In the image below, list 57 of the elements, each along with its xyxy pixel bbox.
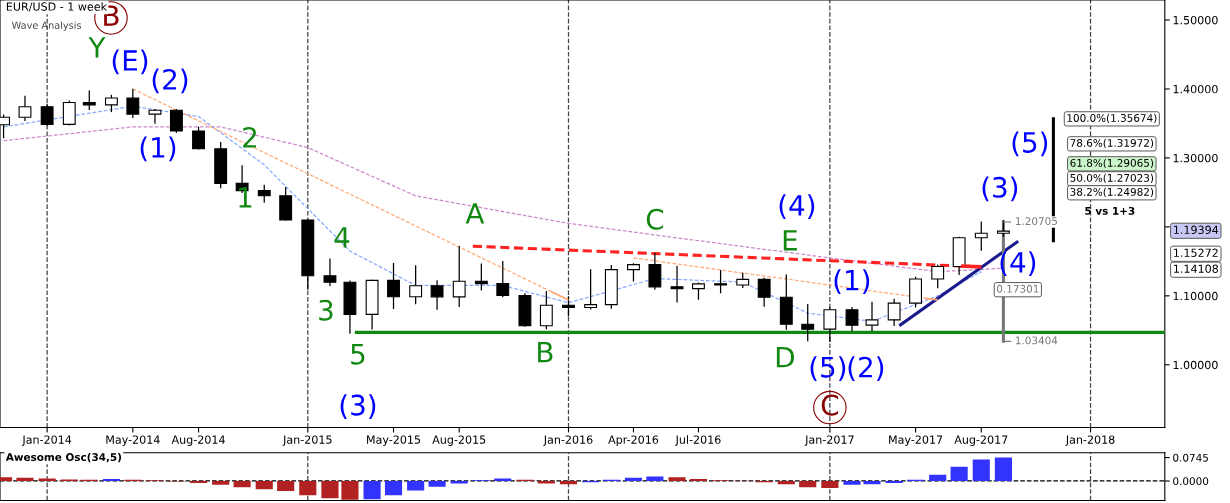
x-tick-label: Aug-2015 bbox=[432, 435, 486, 446]
annotation: 4 bbox=[334, 227, 350, 248]
annotation: C bbox=[821, 394, 839, 416]
y-tick-label: 1.10000 bbox=[1173, 291, 1218, 301]
x-tick-label: Aug-2017 bbox=[954, 435, 1008, 446]
annotation: E bbox=[783, 230, 797, 251]
x-tick-label: May-2014 bbox=[106, 435, 160, 446]
x-tick-label: Jan-2017 bbox=[804, 435, 854, 446]
x-tick-label: Jan-2016 bbox=[543, 435, 593, 446]
annotation: (4) bbox=[779, 194, 815, 220]
y-tick-label: 1.50000 bbox=[1173, 15, 1218, 25]
x-tick-label: Aug-2014 bbox=[171, 435, 225, 446]
annotation: (E) bbox=[112, 49, 148, 75]
annotation: 5 bbox=[351, 344, 365, 365]
x-tick-label: Jan-2015 bbox=[282, 435, 332, 446]
annotation: 50.0%(1.27023) bbox=[1070, 173, 1154, 184]
annotation: 100.0%(1.35674) bbox=[1067, 113, 1157, 124]
annotation: 1.03404 bbox=[1015, 336, 1058, 345]
x-tick-label: May-2017 bbox=[889, 435, 943, 446]
annotation: (5) bbox=[1012, 131, 1048, 157]
annotation: (2) bbox=[848, 356, 884, 381]
annotation: 0.17301 bbox=[996, 284, 1039, 293]
x-tick-label: Apr-2016 bbox=[608, 435, 659, 446]
chart-title: Awesome Osc(34,5) bbox=[5, 452, 122, 463]
annotation: 1.20705 bbox=[1015, 217, 1057, 226]
annotation: B bbox=[538, 342, 553, 363]
annotation: 2 bbox=[243, 126, 257, 148]
annotation: 5 vs 1+3 bbox=[1085, 206, 1135, 215]
annotation: (2) bbox=[152, 68, 188, 94]
y-tick-label: 1.30000 bbox=[1173, 153, 1218, 163]
text: Wave Analysis bbox=[11, 21, 82, 31]
annotation: (5) bbox=[810, 356, 846, 381]
y-tick-label: 1.00000 bbox=[1173, 360, 1218, 370]
annotation: 61.8%(1.29065) bbox=[1070, 158, 1154, 169]
annotation: (1) bbox=[834, 269, 870, 295]
x-tick-label: Jul-2016 bbox=[675, 435, 721, 446]
annotation: (3) bbox=[982, 176, 1018, 202]
annotation: 3 bbox=[319, 299, 333, 321]
annotation: 38.2%(1.24982) bbox=[1070, 187, 1154, 198]
annotation: A bbox=[465, 203, 485, 224]
annotation: C bbox=[646, 208, 664, 230]
annotation: D bbox=[776, 347, 794, 368]
annotation: Y bbox=[88, 37, 106, 58]
annotation: (4) bbox=[1000, 251, 1036, 277]
text: 1.19394 bbox=[1174, 225, 1219, 234]
text: 1.15272 bbox=[1174, 248, 1218, 257]
x-tick-label: Jan-2018 bbox=[1065, 435, 1115, 446]
annotation: 1 bbox=[239, 187, 252, 208]
annotation: (3) bbox=[340, 394, 376, 419]
x-tick-label: May-2015 bbox=[367, 435, 421, 446]
y-tick-label: 0.0745 bbox=[1173, 453, 1208, 462]
y-tick-label: 0.0000 bbox=[1173, 477, 1209, 486]
x-tick-label: Jan-2014 bbox=[21, 435, 72, 446]
text: 1.14108 bbox=[1174, 264, 1219, 273]
annotation: (1) bbox=[140, 136, 176, 162]
annotation: 78.6%(1.31972) bbox=[1070, 138, 1154, 149]
y-tick-label: 1.40000 bbox=[1173, 84, 1218, 94]
